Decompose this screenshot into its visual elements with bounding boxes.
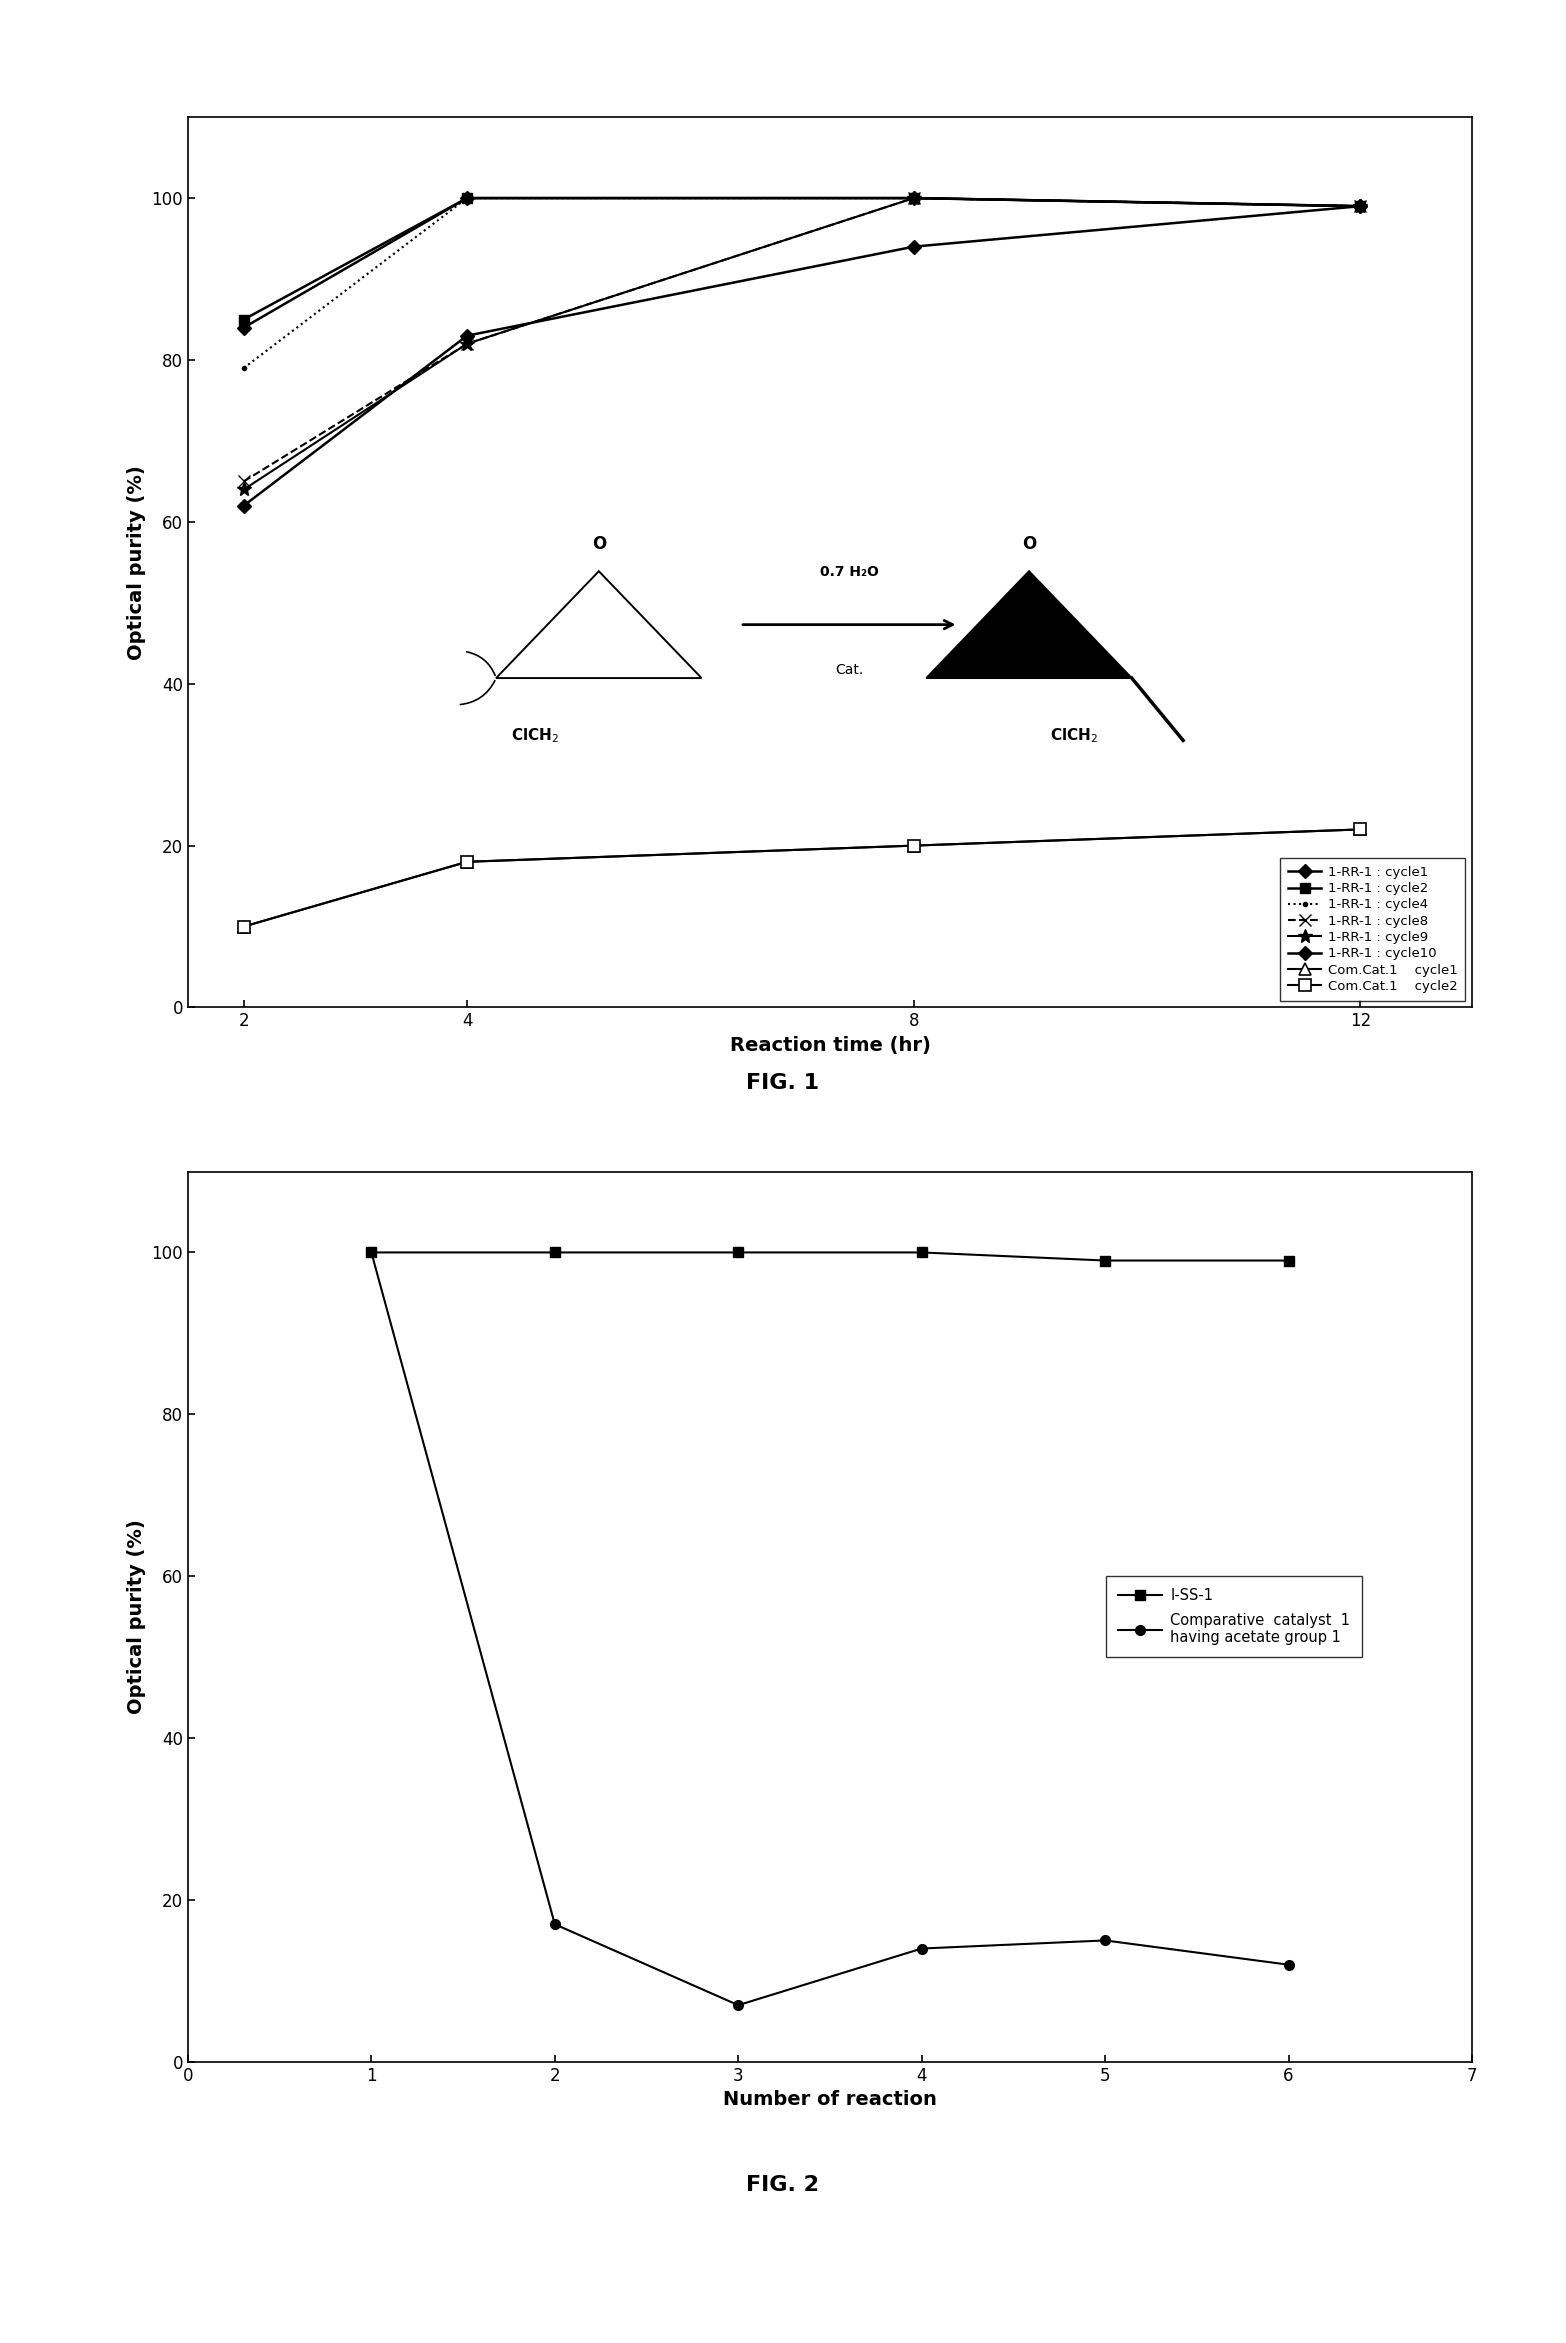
1-RR-1 : cycle4: (2, 79): cycle4: (2, 79) bbox=[235, 354, 254, 382]
1-RR-1 : cycle8: (2, 65): cycle8: (2, 65) bbox=[235, 466, 254, 494]
Line: 1-RR-1 : cycle10: 1-RR-1 : cycle10 bbox=[240, 201, 1366, 511]
Y-axis label: Optical purity (%): Optical purity (%) bbox=[127, 464, 146, 661]
I-SS-1 bbox=[1096, 1246, 1115, 1275]
1-RR-1 : cycle8: (8, 100): cycle8: (8, 100) bbox=[904, 185, 922, 213]
Text: Cat.: Cat. bbox=[835, 663, 863, 677]
Comparative  catalyst  1
having acetate group 1 bbox=[1279, 1952, 1298, 1980]
1-RR-1 : cycle4: (8, 100): cycle4: (8, 100) bbox=[904, 185, 922, 213]
1-RR-1 : cycle8: (12, 99): cycle8: (12, 99) bbox=[1351, 192, 1370, 220]
Com.Cat.1    cycle2 bbox=[904, 832, 922, 860]
Line: Com.Cat.1    cycle2: Com.Cat.1 cycle2 bbox=[238, 825, 1366, 933]
Comparative  catalyst  1
having acetate group 1 bbox=[362, 1239, 381, 1268]
Y-axis label: Optical purity (%): Optical purity (%) bbox=[127, 1518, 146, 1715]
Line: 1-RR-1 : cycle9: 1-RR-1 : cycle9 bbox=[236, 192, 1367, 497]
1-RR-1 : cycle2: (4, 100): cycle2: (4, 100) bbox=[457, 185, 476, 213]
Text: O: O bbox=[1023, 537, 1037, 553]
1-RR-1 : cycle4: (12, 99): cycle4: (12, 99) bbox=[1351, 192, 1370, 220]
Com.Cat.1    cycle1 bbox=[1351, 815, 1370, 843]
I-SS-1 bbox=[1279, 1246, 1298, 1275]
I-SS-1 bbox=[362, 1239, 381, 1268]
Comparative  catalyst  1
having acetate group 1 bbox=[913, 1935, 932, 1963]
1-RR-1 : cycle9: (12, 99): cycle9: (12, 99) bbox=[1351, 192, 1370, 220]
Legend: I-SS-1, Comparative  catalyst  1
having acetate group 1: I-SS-1, Comparative catalyst 1 having ac… bbox=[1106, 1577, 1362, 1657]
1-RR-1 : cycle10: (12, 99): cycle10: (12, 99) bbox=[1351, 192, 1370, 220]
Line: Comparative  catalyst  1
having acetate group 1: Comparative catalyst 1 having acetate gr… bbox=[366, 1246, 1294, 2010]
Line: 1-RR-1 : cycle2: 1-RR-1 : cycle2 bbox=[240, 192, 1366, 323]
Text: ClCH$_2$: ClCH$_2$ bbox=[511, 726, 559, 745]
I-SS-1 bbox=[913, 1239, 932, 1268]
Com.Cat.1    cycle2 bbox=[235, 911, 254, 940]
Com.Cat.1    cycle1 bbox=[235, 911, 254, 940]
Polygon shape bbox=[927, 572, 1132, 677]
1-RR-1 : cycle10: (8, 94): cycle10: (8, 94) bbox=[904, 232, 922, 260]
Text: O: O bbox=[592, 537, 606, 553]
Line: Com.Cat.1    cycle1: Com.Cat.1 cycle1 bbox=[238, 825, 1366, 933]
Comparative  catalyst  1
having acetate group 1 bbox=[545, 1910, 564, 1938]
1-RR-1 : cycle10: (2, 62): cycle10: (2, 62) bbox=[235, 492, 254, 520]
X-axis label: Reaction time (hr): Reaction time (hr) bbox=[730, 1036, 930, 1054]
Line: 1-RR-1 : cycle4: 1-RR-1 : cycle4 bbox=[240, 194, 1364, 373]
Com.Cat.1    cycle1 bbox=[457, 848, 476, 876]
Legend: 1-RR-1 : cycle1, 1-RR-1 : cycle2, 1-RR-1 : cycle4, 1-RR-1 : cycle8, 1-RR-1 : cyc: 1-RR-1 : cycle1, 1-RR-1 : cycle2, 1-RR-1… bbox=[1281, 858, 1466, 1000]
Com.Cat.1    cycle1 bbox=[904, 832, 922, 860]
Text: FIG. 2: FIG. 2 bbox=[747, 2174, 819, 2195]
Text: ClCH$_2$: ClCH$_2$ bbox=[1049, 726, 1098, 745]
Comparative  catalyst  1
having acetate group 1 bbox=[1096, 1926, 1115, 1954]
Com.Cat.1    cycle2 bbox=[457, 848, 476, 876]
1-RR-1 : cycle9: (2, 64): cycle9: (2, 64) bbox=[235, 476, 254, 504]
Line: 1-RR-1 : cycle1: 1-RR-1 : cycle1 bbox=[240, 192, 1366, 333]
1-RR-1 : cycle9: (8, 100): cycle9: (8, 100) bbox=[904, 185, 922, 213]
1-RR-1 : cycle10: (4, 83): cycle10: (4, 83) bbox=[457, 321, 476, 349]
1-RR-1 : cycle2: (2, 85): cycle2: (2, 85) bbox=[235, 305, 254, 333]
I-SS-1 bbox=[728, 1239, 747, 1268]
1-RR-1 : cycle4: (4, 100): cycle4: (4, 100) bbox=[457, 185, 476, 213]
1-RR-1 : cycle1: (2, 84): cycle1: (2, 84) bbox=[235, 314, 254, 342]
1-RR-1 : cycle9: (4, 82): cycle9: (4, 82) bbox=[457, 330, 476, 358]
1-RR-1 : cycle8: (4, 82): cycle8: (4, 82) bbox=[457, 330, 476, 358]
Line: I-SS-1: I-SS-1 bbox=[366, 1246, 1294, 1265]
Text: FIG. 1: FIG. 1 bbox=[747, 1073, 819, 1094]
Line: 1-RR-1 : cycle8: 1-RR-1 : cycle8 bbox=[238, 192, 1366, 487]
1-RR-1 : cycle2: (8, 100): cycle2: (8, 100) bbox=[904, 185, 922, 213]
I-SS-1 bbox=[545, 1239, 564, 1268]
Com.Cat.1    cycle2 bbox=[1351, 815, 1370, 843]
1-RR-1 : cycle1: (8, 100): cycle1: (8, 100) bbox=[904, 185, 922, 213]
1-RR-1 : cycle1: (12, 99): cycle1: (12, 99) bbox=[1351, 192, 1370, 220]
Text: 0.7 H₂O: 0.7 H₂O bbox=[821, 565, 879, 579]
1-RR-1 : cycle2: (12, 99): cycle2: (12, 99) bbox=[1351, 192, 1370, 220]
Comparative  catalyst  1
having acetate group 1 bbox=[728, 1992, 747, 2020]
X-axis label: Number of reaction: Number of reaction bbox=[723, 2090, 936, 2109]
1-RR-1 : cycle1: (4, 100): cycle1: (4, 100) bbox=[457, 185, 476, 213]
